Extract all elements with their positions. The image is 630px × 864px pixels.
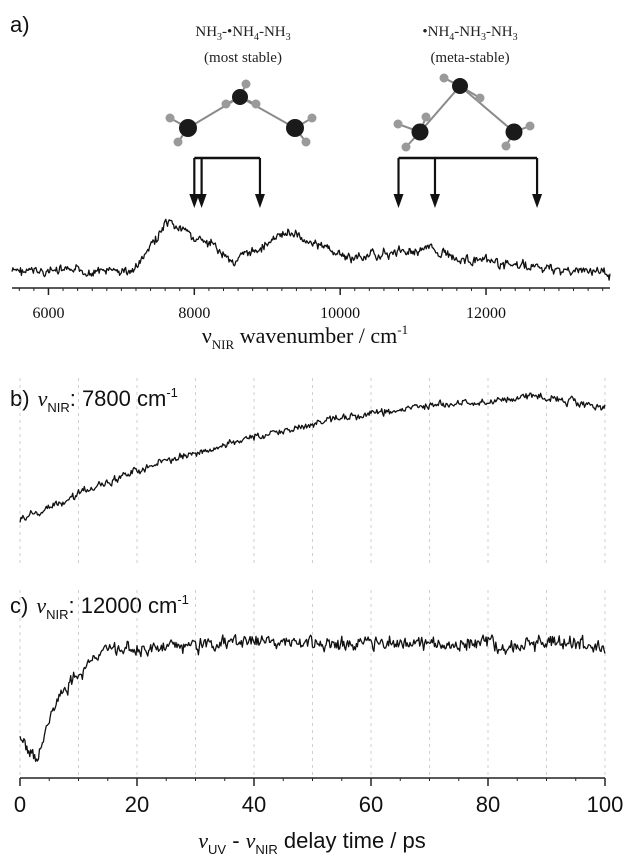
kinetics-plot-7800 xyxy=(19,378,606,565)
tick-label: 80 xyxy=(476,792,500,817)
arrow-head xyxy=(429,194,440,208)
transition-arrows xyxy=(189,156,543,208)
arrow-head xyxy=(196,194,207,208)
formula-most-stable: NH3-•NH4-NH3 xyxy=(195,24,290,43)
panel-a-xlabel: νNIR wavenumber / cm-1 xyxy=(202,322,408,352)
panel-b-label: b) νNIR: 7800 cm-1 xyxy=(10,385,178,415)
gridlines xyxy=(19,590,606,778)
trace-line xyxy=(19,392,606,523)
tick-label: 12000 xyxy=(466,305,506,322)
arrow-group-1 xyxy=(393,156,543,208)
arrow-head xyxy=(393,194,404,208)
tick-label: 100 xyxy=(587,792,624,817)
tick-label: 20 xyxy=(125,792,149,817)
tick-label: 60 xyxy=(359,792,383,817)
kinetics-plot-12000: 0 20 40 60 80 100 xyxy=(14,590,623,817)
panel-a-label: a) xyxy=(10,12,30,37)
arrow-head xyxy=(532,194,543,208)
trace-line xyxy=(19,634,606,763)
panel-c-label: c) νNIR: 12000 cm-1 xyxy=(10,592,189,622)
minor-ticks xyxy=(19,778,606,781)
formula-meta-stable: •NH4-NH3-NH3 xyxy=(422,24,517,43)
molecule-meta-stable xyxy=(393,73,535,152)
structure-most-stable: NH3-•NH4-NH3 (most stable) xyxy=(165,24,317,147)
trace-line xyxy=(11,218,611,281)
stability-meta-stable: (meta-stable) xyxy=(430,50,509,66)
panel-a: a) NH3-•NH4-NH3 (most stable) xyxy=(10,12,611,352)
panel-c-xlabel: νUV - νNIR delay time / ps xyxy=(198,828,426,857)
arrow-group-0 xyxy=(189,156,265,208)
tick-label: 0 xyxy=(14,792,26,817)
tick-label: 40 xyxy=(242,792,266,817)
tick-label: 8000 xyxy=(178,305,210,322)
arrow-head xyxy=(254,194,265,208)
tick-label: 10000 xyxy=(320,305,360,322)
molecule-most-stable xyxy=(165,79,317,147)
panel-b: b) νNIR: 7800 cm-1 xyxy=(10,378,606,565)
panel-c: c) νNIR: 12000 cm-1 0 20 40 60 80 100 νUV - νN… xyxy=(10,590,623,857)
minor-ticks xyxy=(18,288,604,291)
spectrum-plot: 6000 8000 10000 12000 xyxy=(11,218,611,322)
tick-label: 6000 xyxy=(32,305,64,322)
stability-most-stable: (most stable) xyxy=(204,50,282,66)
structure-meta-stable: •NH4-NH3-NH3 (meta-stable) xyxy=(393,24,535,152)
arrow-head xyxy=(189,194,200,208)
